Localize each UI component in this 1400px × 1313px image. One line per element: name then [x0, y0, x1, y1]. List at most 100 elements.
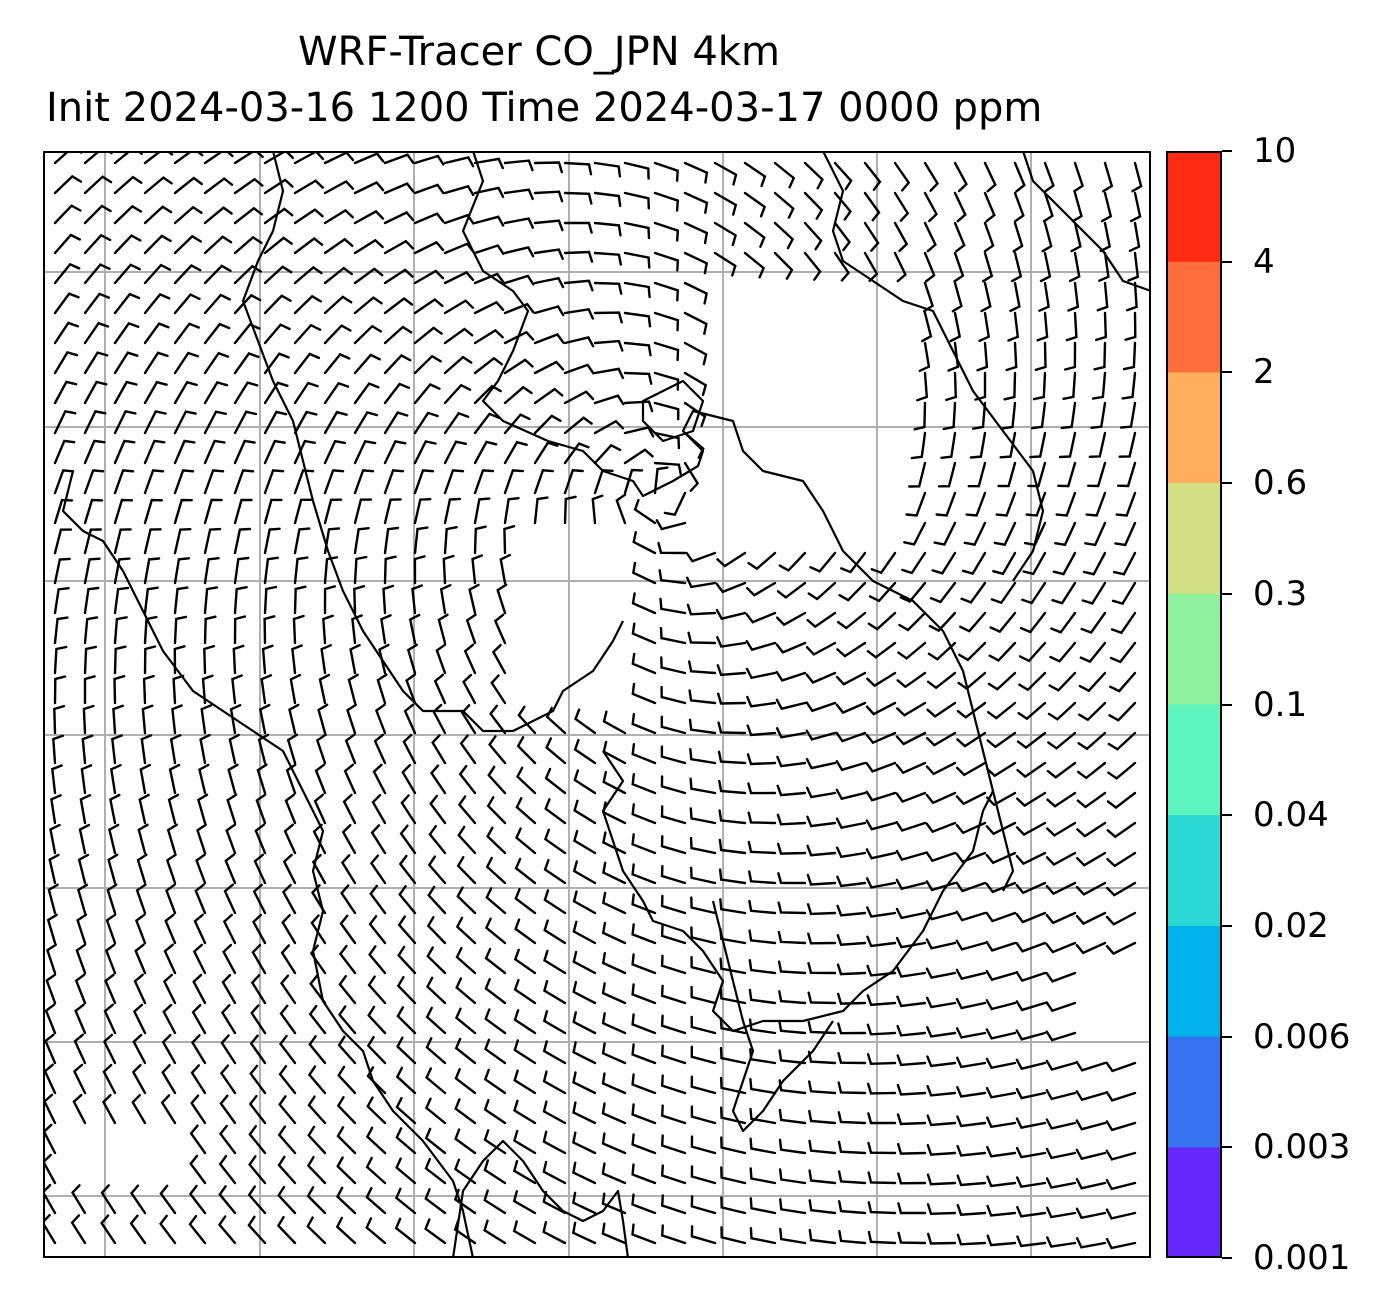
wind-barb	[226, 793, 238, 825]
wind-barb	[923, 281, 935, 313]
colorbar-tick-mark	[1222, 150, 1232, 152]
wind-barb	[218, 1185, 237, 1215]
wind-barb	[1076, 851, 1107, 867]
wind-barb	[263, 151, 294, 165]
wind-barb	[601, 1222, 627, 1245]
wind-barb	[233, 177, 264, 195]
wind-barb	[484, 947, 507, 975]
wind-barb	[1015, 1117, 1047, 1129]
wind-barb	[336, 1186, 357, 1215]
wind-barb	[248, 1125, 267, 1155]
wind-barb	[365, 1156, 387, 1185]
wind-barb	[106, 883, 118, 915]
wind-barb	[660, 1134, 687, 1155]
wind-barb	[75, 943, 87, 975]
wind-barb	[749, 1227, 777, 1245]
wind-barb	[865, 701, 897, 716]
wind-barb	[142, 674, 155, 705]
wind-barb	[956, 1204, 987, 1216]
wind-barb	[462, 673, 477, 705]
wind-barb	[928, 611, 957, 633]
wind-barb	[897, 1172, 927, 1185]
wind-barb	[749, 1167, 777, 1185]
wind-barb	[173, 293, 201, 315]
wind-barb	[366, 1036, 387, 1065]
wind-barb	[503, 302, 535, 315]
wind-barb	[413, 555, 426, 585]
wind-barb	[503, 358, 534, 375]
wind-barb	[807, 932, 837, 945]
wind-barb	[190, 1064, 207, 1095]
wind-barb	[76, 883, 89, 915]
wind-barb	[720, 1226, 747, 1245]
wind-barb	[953, 191, 967, 223]
wind-barb	[503, 217, 535, 229]
wind-barb	[602, 801, 627, 825]
wind-barb	[593, 367, 625, 380]
wind-barb	[1116, 461, 1137, 488]
wind-barb	[453, 1218, 477, 1245]
wind-barb	[281, 914, 297, 945]
wind-barb	[1075, 911, 1107, 926]
wind-barb	[233, 264, 262, 285]
wind-barb	[777, 960, 807, 975]
wind-barb	[323, 469, 345, 495]
wind-barb	[320, 644, 332, 675]
wind-barb	[503, 525, 516, 555]
wind-barb	[956, 1056, 987, 1069]
wind-barb	[44, 1003, 57, 1035]
wind-barb	[443, 184, 475, 197]
wind-barb	[655, 519, 687, 531]
wind-barb	[70, 1184, 87, 1215]
wind-barb	[985, 969, 1017, 982]
colorbar-tick-mark	[1222, 1146, 1232, 1149]
wind-barb	[690, 1225, 717, 1245]
wind-barb	[247, 1185, 267, 1215]
wind-barb	[806, 844, 837, 857]
wind-barb	[293, 410, 318, 435]
wind-barb	[1021, 581, 1047, 605]
colorbar-tick-label: 0.1	[1253, 684, 1308, 725]
wind-barb	[953, 251, 965, 283]
wind-barb	[920, 311, 933, 343]
wind-barb	[515, 797, 537, 825]
wind-barb	[1050, 611, 1077, 634]
wind-barb	[961, 551, 987, 576]
wind-barb	[306, 1155, 327, 1185]
wind-barb	[323, 556, 339, 585]
wind-barb	[233, 206, 264, 225]
colorbar-tick-mark	[1222, 1257, 1232, 1259]
wind-barb	[473, 328, 504, 345]
wind-barb	[542, 1130, 567, 1155]
wind-barb	[985, 821, 1017, 836]
wind-barb	[203, 235, 233, 255]
wind-barb	[284, 793, 297, 825]
wind-barb	[747, 782, 777, 795]
wind-barb	[893, 191, 910, 222]
wind-barb	[169, 734, 182, 765]
wind-barb	[1106, 851, 1137, 868]
wind-barb	[134, 943, 147, 975]
wind-barb	[83, 439, 106, 465]
wind-barb	[687, 631, 717, 645]
wind-barb	[443, 242, 475, 255]
wind-barb	[835, 701, 867, 715]
wind-barb	[631, 1193, 657, 1215]
colorbar	[1166, 151, 1222, 1258]
wind-barb	[951, 281, 963, 313]
wind-barb	[53, 174, 83, 195]
wind-barb	[113, 645, 127, 675]
wind-barb	[383, 268, 414, 285]
wind-barb	[1045, 1030, 1077, 1042]
wind-barb	[1081, 581, 1107, 605]
wind-barb	[293, 469, 315, 495]
wind-barb	[660, 1104, 687, 1125]
wind-barb	[865, 731, 897, 745]
wind-barb	[1067, 281, 1080, 312]
wind-barb	[835, 817, 867, 830]
wind-barb	[70, 1214, 87, 1245]
wind-barb	[514, 918, 537, 945]
wind-barb	[83, 204, 112, 225]
wind-barb	[374, 703, 387, 735]
wind-barb	[1015, 941, 1047, 953]
